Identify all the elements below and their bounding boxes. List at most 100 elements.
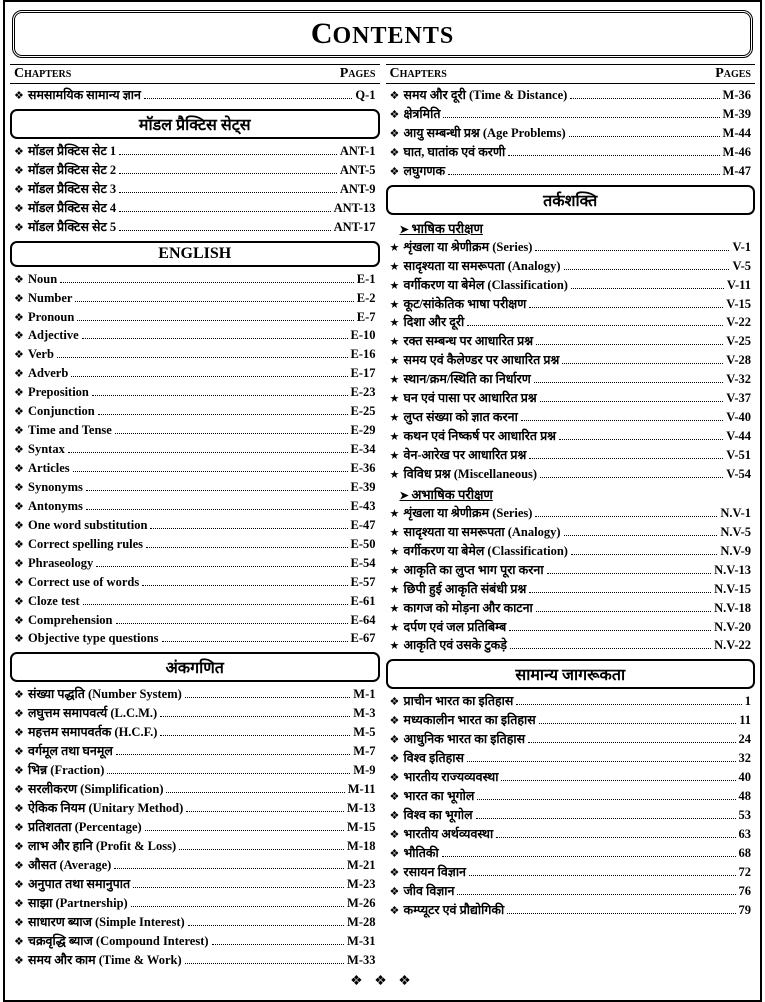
entry-label: दिशा और दूरी [404,313,465,331]
toc-entry: ❖SyntaxE-34 [10,440,380,459]
toc-entry: ❖अनुपात तथा समानुपातM-23 [10,875,380,894]
entry-label: समय और दूरी (Time & Distance) [404,86,568,104]
toc-entry: ★लुप्त संख्या को ज्ञात करनाV-40 [386,408,756,427]
toc-entry: ❖Time and TenseE-29 [10,421,380,440]
entry-label: Correct use of words [28,573,139,591]
leader-dots [529,592,711,593]
bullet-icon: ★ [390,354,404,370]
bullet-icon: ★ [390,260,404,276]
entry-page: ANT-1 [340,142,376,160]
bullet-icon: ❖ [14,221,28,237]
entry-label: मॉडल प्रैक्टिस सेट 3 [28,180,116,198]
bullet-icon: ❖ [390,866,404,882]
leader-dots [60,282,354,283]
entry-label: सादृश्यता या समरूपता (Analogy) [404,523,561,541]
bullet-icon: ★ [390,468,404,484]
entry-page: V-28 [726,351,751,369]
toc-entry: ★वर्गीकरण या बेमेल (Classification)V-11 [386,276,756,295]
bullet-icon: ❖ [390,790,404,806]
entry-page: E-36 [351,459,376,477]
leader-dots [469,875,736,876]
bullet-icon: ❖ [14,802,28,818]
toc-entry: ❖भारतीय राज्यव्यवस्था40 [386,768,756,787]
entry-label: प्राचीन भारत का इतिहास [404,692,514,710]
leader-dots [185,697,350,698]
bullet-icon: ❖ [14,405,28,421]
toc-entry: ❖समय और काम (Time & Work)M-33 [10,951,380,970]
entry-label: Verb [28,345,54,363]
entry-page: M-18 [347,837,375,855]
entry-label: कथन एवं निष्कर्ष पर आधारित प्रश्न [404,427,557,445]
right-column: Chapters Pages ❖समय और दूरी (Time & Dist… [386,64,756,969]
section-heading: तर्कशक्ति [386,185,756,215]
entry-page: 79 [739,901,752,919]
toc-entry: ❖मॉडल प्रैक्टिस सेट 4ANT-13 [10,199,380,218]
leader-dots [116,623,348,624]
entry-label: लघुत्तम समापवर्त्य (L.C.M.) [28,704,157,722]
entry-label: अनुपात तथा समानुपात [28,875,130,893]
entry-label: One word substitution [28,516,147,534]
leader-dots [448,174,719,175]
entry-page: Q-1 [355,86,375,104]
entry-page: M-47 [723,162,751,180]
entry-page: M-36 [723,86,751,104]
bullet-icon: ❖ [14,519,28,535]
entry-page: M-23 [347,875,375,893]
entry-page: E-64 [351,611,376,629]
entry-label: घन एवं पासा पर आधारित प्रश्न [404,389,537,407]
toc-entry: ★स्थान/क्रम/स्थिति का निर्धारणV-32 [386,370,756,389]
leader-dots [71,376,347,377]
page-title: CONTENTS [12,10,753,58]
header-chapters: Chapters [14,66,71,82]
leader-dots [162,641,348,642]
toc-entry: ❖ConjunctionE-25 [10,402,380,421]
toc-entry: ❖Cloze testE-61 [10,592,380,611]
leader-dots [564,269,730,270]
bullet-icon: ❖ [14,688,28,704]
entry-label: आकृति का लुप्त भाग पूरा करना [404,561,544,579]
title-rest: ONTENTS [332,23,454,49]
toc-entry: ❖समसामयिक सामान्य ज्ञानQ-1 [10,86,380,105]
header-pages: Pages [340,66,376,82]
entry-label: क्षेत्रमिति [404,105,441,123]
leader-dots [539,723,736,724]
bullet-icon: ★ [390,316,404,332]
bullet-icon: ❖ [14,424,28,440]
entry-label: Number [28,289,72,307]
column-header-left: Chapters Pages [10,64,380,84]
bullet-icon: ❖ [14,462,28,478]
entry-page: M-31 [347,932,375,950]
entry-label: Comprehension [28,611,113,629]
toc-entry: ❖साझा (Partnership)M-26 [10,894,380,913]
entry-label: मॉडल प्रैक्टिस सेट 5 [28,218,116,236]
entry-label: भारतीय अर्थव्यवस्था [404,825,494,843]
entry-page: E-7 [357,308,376,326]
entry-page: M-15 [347,818,375,836]
entry-page: ANT-5 [340,161,376,179]
entry-page: M-44 [723,124,751,142]
leader-dots [569,136,720,137]
entry-page: E-10 [351,326,376,344]
section-heading: ENGLISH [10,241,380,267]
section-heading: अंकगणित [10,652,380,682]
leader-dots [535,250,729,251]
bullet-icon: ❖ [390,146,404,162]
entry-page: E-23 [351,383,376,401]
bullet-icon: ★ [390,298,404,314]
leader-dots [57,357,348,358]
toc-entry: ❖साधारण ब्याज (Simple Interest)M-28 [10,913,380,932]
leader-dots [516,704,741,705]
entry-page: V-15 [726,295,751,313]
toc-entry: ★रक्त सम्बन्ध पर आधारित प्रश्नV-25 [386,332,756,351]
entry-label: Objective type questions [28,629,159,647]
leader-dots [115,433,348,434]
leader-dots [510,648,711,649]
toc-entry: ❖AdverbE-17 [10,364,380,383]
leader-dots [160,716,350,717]
entry-label: मॉडल प्रैक्टिस सेट 1 [28,142,116,160]
toc-entry: ★दिशा और दूरीV-22 [386,313,756,332]
leader-dots [476,818,736,819]
bullet-icon: ❖ [14,89,28,105]
bullet-icon: ❖ [390,695,404,711]
footer-ornament: ❖ ❖ ❖ [10,973,755,990]
